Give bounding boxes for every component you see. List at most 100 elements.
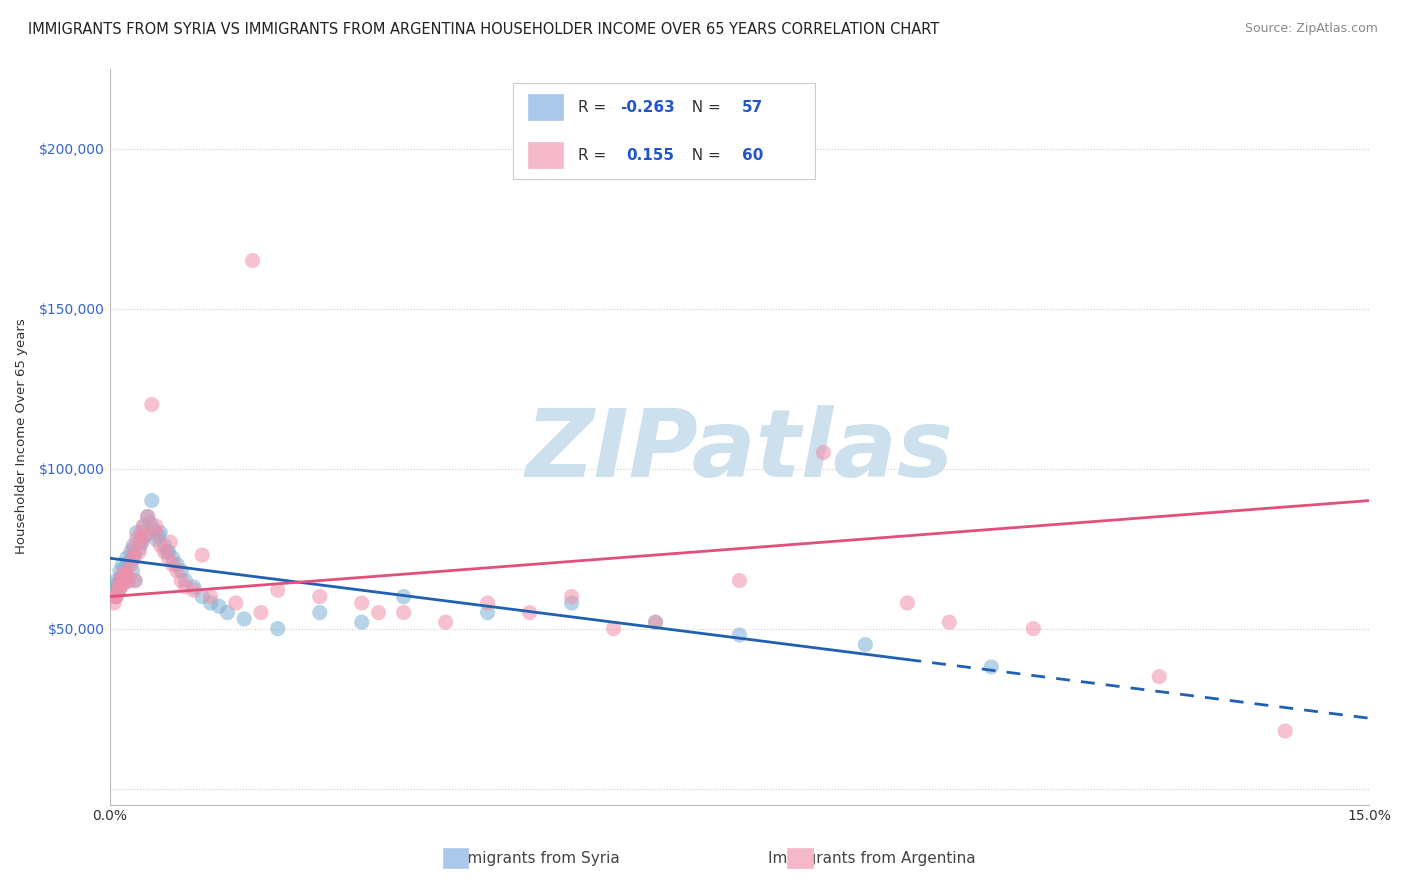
Point: [141, 493, 163, 508]
Point: [166, 558, 188, 572]
Point: [938, 615, 960, 630]
Point: [115, 551, 138, 566]
Bar: [527, 142, 564, 168]
Point: [124, 574, 146, 588]
Text: R =: R =: [578, 147, 612, 162]
Text: Source: ZipAtlas.com: Source: ZipAtlas.com: [1244, 22, 1378, 36]
Point: [105, 590, 128, 604]
Point: [108, 574, 131, 588]
Point: [112, 576, 135, 591]
Point: [162, 551, 184, 566]
Point: [122, 551, 145, 566]
Point: [145, 525, 167, 540]
Point: [110, 570, 132, 584]
Point: [107, 576, 129, 591]
Point: [110, 576, 132, 591]
Point: [132, 519, 155, 533]
Point: [1274, 724, 1296, 739]
Point: [1022, 622, 1045, 636]
Point: [120, 558, 142, 572]
Point: [107, 580, 129, 594]
Point: [128, 541, 150, 556]
Y-axis label: Householder Income Over 65 years: Householder Income Over 65 years: [15, 318, 28, 555]
Point: [561, 590, 583, 604]
Point: [131, 535, 153, 549]
Text: R =: R =: [578, 100, 612, 115]
Point: [350, 615, 373, 630]
Point: [134, 529, 156, 543]
Point: [644, 615, 666, 630]
Point: [477, 606, 499, 620]
Point: [813, 445, 835, 459]
Point: [602, 622, 624, 636]
Text: 60: 60: [742, 147, 763, 162]
Point: [434, 615, 457, 630]
Point: [120, 545, 142, 559]
Point: [233, 612, 256, 626]
Point: [183, 583, 205, 598]
Point: [121, 564, 143, 578]
Point: [124, 574, 146, 588]
Point: [183, 580, 205, 594]
Point: [115, 564, 138, 578]
Text: -0.263: -0.263: [620, 100, 675, 115]
Point: [103, 583, 125, 598]
Point: [148, 529, 170, 543]
Point: [117, 574, 139, 588]
Text: ZIPatlas: ZIPatlas: [526, 405, 953, 498]
Point: [114, 567, 136, 582]
Point: [980, 660, 1002, 674]
Point: [132, 519, 155, 533]
Point: [108, 580, 131, 594]
Point: [477, 596, 499, 610]
Text: N =: N =: [682, 147, 725, 162]
Point: [134, 529, 156, 543]
Point: [122, 548, 145, 562]
Text: Immigrants from Syria: Immigrants from Syria: [449, 851, 620, 865]
Text: IMMIGRANTS FROM SYRIA VS IMMIGRANTS FROM ARGENTINA HOUSEHOLDER INCOME OVER 65 YE: IMMIGRANTS FROM SYRIA VS IMMIGRANTS FROM…: [28, 22, 939, 37]
Point: [118, 554, 141, 568]
Point: [125, 532, 148, 546]
Point: [1147, 670, 1170, 684]
Point: [392, 590, 415, 604]
Point: [114, 561, 136, 575]
Text: Immigrants from Argentina: Immigrants from Argentina: [768, 851, 976, 865]
Point: [121, 551, 143, 566]
Point: [114, 567, 136, 582]
Point: [141, 398, 163, 412]
Point: [153, 538, 176, 552]
Point: [149, 538, 172, 552]
Point: [166, 564, 188, 578]
Bar: [527, 95, 564, 120]
Point: [107, 583, 129, 598]
Point: [117, 574, 139, 588]
Point: [200, 596, 222, 610]
Point: [131, 535, 153, 549]
Point: [114, 570, 136, 584]
Point: [191, 548, 214, 562]
Point: [250, 606, 273, 620]
Point: [174, 580, 197, 594]
Point: [149, 525, 172, 540]
Point: [105, 574, 128, 588]
Point: [108, 583, 131, 598]
Point: [308, 590, 330, 604]
Point: [111, 558, 134, 572]
Point: [170, 574, 193, 588]
Point: [728, 628, 751, 642]
Point: [129, 525, 152, 540]
Point: [129, 532, 152, 546]
Point: [103, 596, 125, 610]
Point: [267, 583, 290, 598]
Point: [111, 567, 134, 582]
Point: [308, 606, 330, 620]
Point: [157, 545, 180, 559]
Point: [217, 606, 239, 620]
Point: [225, 596, 247, 610]
Point: [112, 570, 135, 584]
Point: [242, 253, 264, 268]
Point: [104, 590, 127, 604]
Point: [853, 638, 876, 652]
Point: [170, 564, 193, 578]
Point: [174, 574, 197, 588]
